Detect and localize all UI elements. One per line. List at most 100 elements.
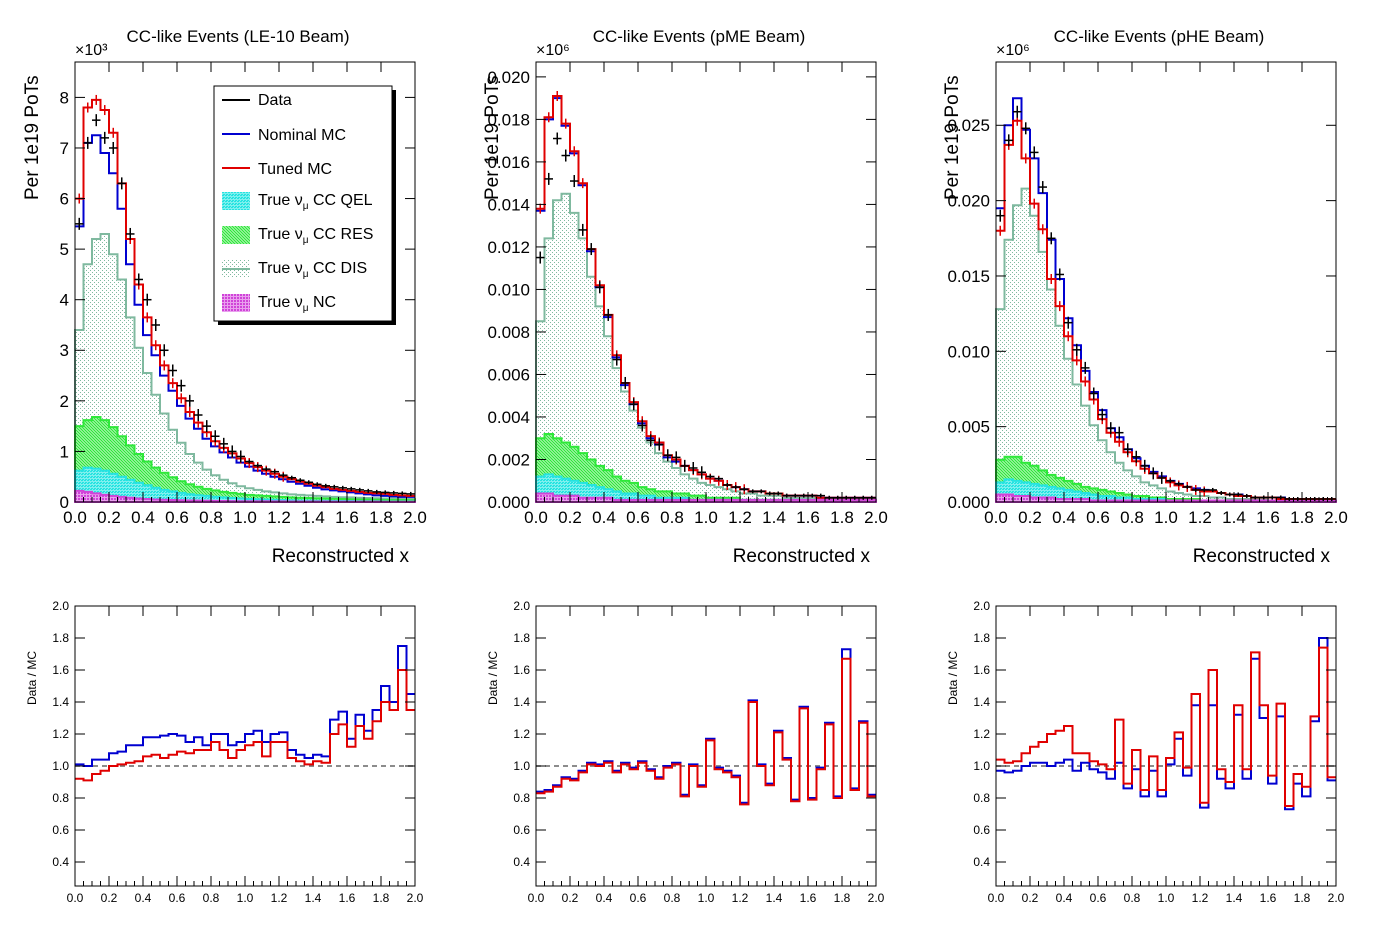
- data-point: [364, 488, 373, 493]
- x-tick-label: 2.0: [403, 508, 427, 527]
- y-tick-label: 0.006: [487, 365, 530, 384]
- data-point: [1251, 495, 1260, 500]
- data-point: [1132, 450, 1141, 463]
- x-tick-label: 1.2: [728, 508, 752, 527]
- data-point: [1038, 181, 1047, 194]
- x-tick-label: 0.4: [596, 891, 613, 905]
- data-point: [389, 490, 398, 495]
- data-point: [570, 175, 579, 188]
- y-multiplier: ×10⁶: [536, 42, 570, 59]
- y-tick-label: 1: [60, 442, 69, 461]
- x-tick-label: 1.0: [694, 508, 718, 527]
- x-tick-label: 1.0: [698, 891, 715, 905]
- legend: Data Nominal MC Tuned MC True νμ CC QEL …: [213, 85, 396, 325]
- y-tick-label: 0.014: [487, 195, 530, 214]
- y-tick-label: 1.8: [513, 631, 530, 645]
- y-multiplier: ×10⁶: [996, 42, 1030, 59]
- data-point: [100, 131, 109, 144]
- x-tick-label: 1.0: [1154, 508, 1178, 527]
- data-point: [1081, 361, 1090, 374]
- data-point: [372, 489, 381, 494]
- data-point: [663, 449, 672, 462]
- x-tick-label: 0.4: [131, 508, 155, 527]
- data-point: [262, 467, 271, 472]
- data-point: [381, 490, 390, 495]
- x-tick-label: 0.8: [664, 891, 681, 905]
- plot-frame: [535, 61, 877, 503]
- y-tick-label: 1.2: [973, 727, 990, 741]
- data-point: [1319, 496, 1328, 501]
- x-tick-label: 0.6: [1090, 891, 1107, 905]
- data-point: [1174, 481, 1183, 486]
- data-point: [194, 409, 203, 422]
- plot-frame: [995, 605, 1337, 887]
- y-tick-label: 0.4: [513, 855, 530, 869]
- legend-label-qel: True νμ CC QEL: [258, 192, 373, 212]
- main-plot: 0.0 0.2 0.4 0.6 0.8 1.0 1.2 1.4 1.6 1.8 2.0 0.000 0.…: [947, 61, 1348, 527]
- ratio-y-label: Data / MC: [486, 651, 500, 705]
- data-point: [313, 482, 322, 487]
- y-tick-label: 0.015: [947, 267, 990, 286]
- x-tick-label: 1.6: [1256, 508, 1280, 527]
- x-tick-label: 0.2: [1022, 891, 1039, 905]
- plot-frame: [74, 605, 416, 887]
- data-point: [1115, 426, 1124, 439]
- data-point: [202, 420, 211, 433]
- legend-label-nc: True νμ NC: [258, 294, 336, 314]
- y-tick-label: 1.8: [973, 631, 990, 645]
- data-point: [330, 484, 339, 489]
- ratio-plot: 0.0 0.2 0.4 0.6 0.8 1.0 1.2 1.4 1.6 1.8 2.0 0.4 0.6 0…: [973, 599, 1344, 905]
- data-point: [672, 451, 681, 464]
- data-point: [1234, 492, 1243, 497]
- data-point: [859, 495, 868, 500]
- data-point: [697, 466, 706, 479]
- x-tick-label: 1.4: [305, 891, 322, 905]
- data-point: [1140, 459, 1149, 472]
- y-tick-label: 1.4: [52, 695, 69, 709]
- data-point: [1293, 496, 1302, 501]
- data-point: [1217, 490, 1226, 495]
- y-tick-label: 4: [60, 291, 69, 310]
- data-point: [83, 136, 92, 149]
- data-point: [1200, 487, 1209, 492]
- y-tick-label: 0.010: [487, 280, 530, 299]
- y-tick-label: 1.4: [973, 695, 990, 709]
- legend-swatch-res: [222, 226, 250, 244]
- data-point: [621, 376, 630, 389]
- x-tick-label: 1.8: [830, 508, 854, 527]
- x-tick-label: 0.4: [135, 891, 152, 905]
- data-point: [996, 209, 1005, 222]
- data-point: [1047, 232, 1056, 245]
- data-point: [109, 141, 118, 154]
- data-point: [1064, 316, 1073, 329]
- data-point: [168, 364, 177, 377]
- data-point: [680, 459, 689, 472]
- data-point: [1276, 495, 1285, 500]
- data-point: [1327, 496, 1336, 501]
- plot-frame: [995, 61, 1337, 503]
- x-tick-label: 0.8: [660, 508, 684, 527]
- data-point: [1030, 146, 1039, 159]
- x-tick-label: 0.2: [562, 891, 579, 905]
- data-point: [1302, 496, 1311, 501]
- y-tick-label: 1.0: [513, 759, 530, 773]
- ratio-y-label: Data / MC: [25, 651, 39, 705]
- data-point: [177, 379, 186, 392]
- y-multiplier: ×10³: [75, 42, 108, 59]
- x-tick-label: 0.6: [626, 508, 650, 527]
- y-tick-label: 0.005: [947, 418, 990, 437]
- panel-pme: CC-like Events (pME Beam) ×10⁶ Per 1e19 …: [482, 27, 888, 905]
- x-tick-label: 0.0: [524, 508, 548, 527]
- data-point: [544, 172, 553, 185]
- data-point: [270, 469, 279, 474]
- x-tick-label: 0.0: [984, 508, 1008, 527]
- y-tick-label: 0.8: [973, 791, 990, 805]
- data-point: [1004, 134, 1013, 147]
- data-point: [1149, 467, 1158, 480]
- data-point: [689, 461, 698, 474]
- data-point: [1098, 408, 1107, 421]
- x-tick-label: 1.8: [373, 891, 390, 905]
- data-point: [536, 251, 545, 264]
- x-tick-label: 1.4: [766, 891, 783, 905]
